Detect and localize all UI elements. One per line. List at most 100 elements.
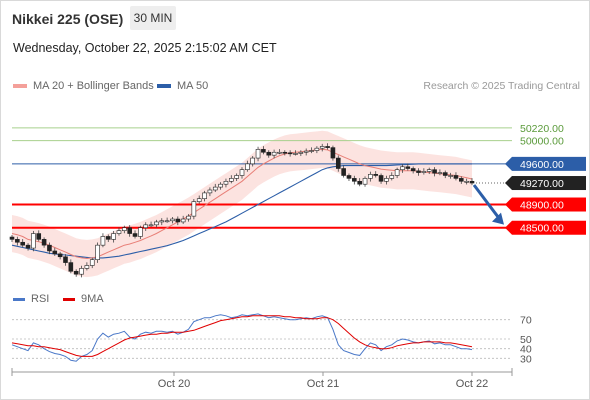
candle-body [319, 146, 325, 149]
legend-ma20: MA 20 + Bollinger Bands [13, 80, 154, 92]
price-level-box-49600.00 [512, 156, 586, 171]
legend-rsi: RSI [13, 293, 49, 305]
interval-button[interactable]: 30 MIN [130, 6, 176, 30]
candle-body [341, 168, 346, 176]
candle-body [234, 175, 239, 179]
candle-body [191, 201, 197, 217]
price-level-label-49600.00: 49600.00 [520, 159, 564, 171]
price-level-pointer [505, 197, 512, 212]
candle-body [314, 147, 320, 151]
ma50-line [11, 163, 472, 259]
candle-body [207, 189, 213, 194]
candle-body [448, 175, 453, 177]
candle-body [15, 239, 20, 243]
candle-body [186, 215, 191, 220]
candle-body [180, 218, 186, 223]
candle-body [105, 236, 111, 240]
candle-body [25, 244, 31, 249]
candle-body [282, 151, 288, 154]
x-axis-label-2: Oct 22 [456, 378, 488, 390]
candle-body [202, 192, 207, 200]
candle-body [20, 241, 25, 246]
candle-body [100, 236, 106, 246]
candle-body [31, 233, 36, 249]
x-axis-label-1: Oct 21 [307, 378, 339, 390]
candle-body [368, 174, 373, 179]
candle-body [335, 157, 341, 169]
candle-body [410, 168, 416, 172]
candle-body [41, 239, 47, 246]
candle-body [287, 152, 293, 155]
candle-body [154, 221, 159, 226]
candle-body [400, 166, 405, 170]
candle-body [266, 151, 272, 156]
candle-body [303, 150, 309, 153]
price-level-label-48900.00: 48900.00 [520, 200, 564, 212]
candle-body [357, 180, 362, 185]
candle-body [95, 244, 100, 260]
price-level-pointer [505, 176, 512, 191]
candle-body [111, 233, 116, 240]
candle-body [421, 171, 427, 173]
9ma-label: 9MA [81, 293, 104, 305]
candle-body [330, 147, 336, 159]
candle-body [223, 180, 229, 185]
candle-body [464, 180, 469, 183]
candle-body [239, 169, 245, 176]
candle-body [84, 265, 90, 269]
research-credit: Research © 2025 Trading Central [423, 80, 580, 92]
rsi-line [11, 313, 473, 362]
9ma-swatch [63, 297, 75, 301]
candle-body [325, 146, 330, 148]
candle-body [79, 268, 84, 275]
candle-body [245, 163, 250, 170]
price-level-box-48900.00 [512, 197, 586, 212]
candle-body [127, 227, 132, 234]
ma20-label: MA 20 + Bollinger Bands [33, 80, 154, 92]
candle-body [384, 178, 389, 182]
candle-body [261, 149, 266, 153]
candle-body [159, 220, 165, 223]
candle-body [255, 149, 261, 159]
candle-body [416, 170, 421, 173]
candle-body [122, 227, 127, 231]
candle-body [271, 151, 277, 156]
candle-body [453, 175, 459, 179]
candle-body [432, 169, 437, 174]
ma20-swatch [13, 84, 27, 89]
price-level-label-50000.00: 50000.00 [520, 136, 564, 148]
price-level-label-50220.00: 50220.00 [520, 123, 564, 135]
header: Nikkei 225 (OSE) 30 MIN [0, 0, 590, 36]
candle-body [212, 186, 218, 191]
price-level-box-48500.00 [512, 220, 586, 235]
forecast-arrow-shaft [472, 184, 502, 221]
candle-body [250, 157, 255, 165]
rsi-tick-label: 70 [520, 315, 532, 327]
candle-body [9, 236, 15, 240]
candle-body [196, 198, 202, 202]
rsi-tick-label: 40 [520, 344, 532, 356]
candle-body [143, 224, 149, 229]
instrument-title: Nikkei 225 (OSE) [12, 11, 124, 27]
candle-body [389, 175, 395, 179]
bollinger-band [12, 130, 472, 278]
price-level-label-48500.00: 48500.00 [520, 223, 564, 235]
legend-9ma: 9MA [63, 293, 104, 305]
forecast-arrow-head [492, 212, 504, 225]
candle-body [362, 178, 368, 185]
price-level-pointer [505, 220, 512, 235]
price-level-box-49270.00 [512, 176, 586, 191]
rsi-ma-line [11, 315, 473, 357]
x-axis-label-0: Oct 20 [158, 378, 190, 390]
ma50-swatch [157, 84, 171, 89]
candle-body [73, 270, 79, 275]
candle-body [426, 169, 432, 172]
candle-body [116, 230, 122, 234]
candle-body [277, 151, 282, 154]
candle-body [437, 172, 443, 174]
candle-body [378, 175, 384, 182]
candle-body [164, 220, 170, 223]
candle-body [63, 256, 68, 263]
candle-body [47, 244, 52, 252]
